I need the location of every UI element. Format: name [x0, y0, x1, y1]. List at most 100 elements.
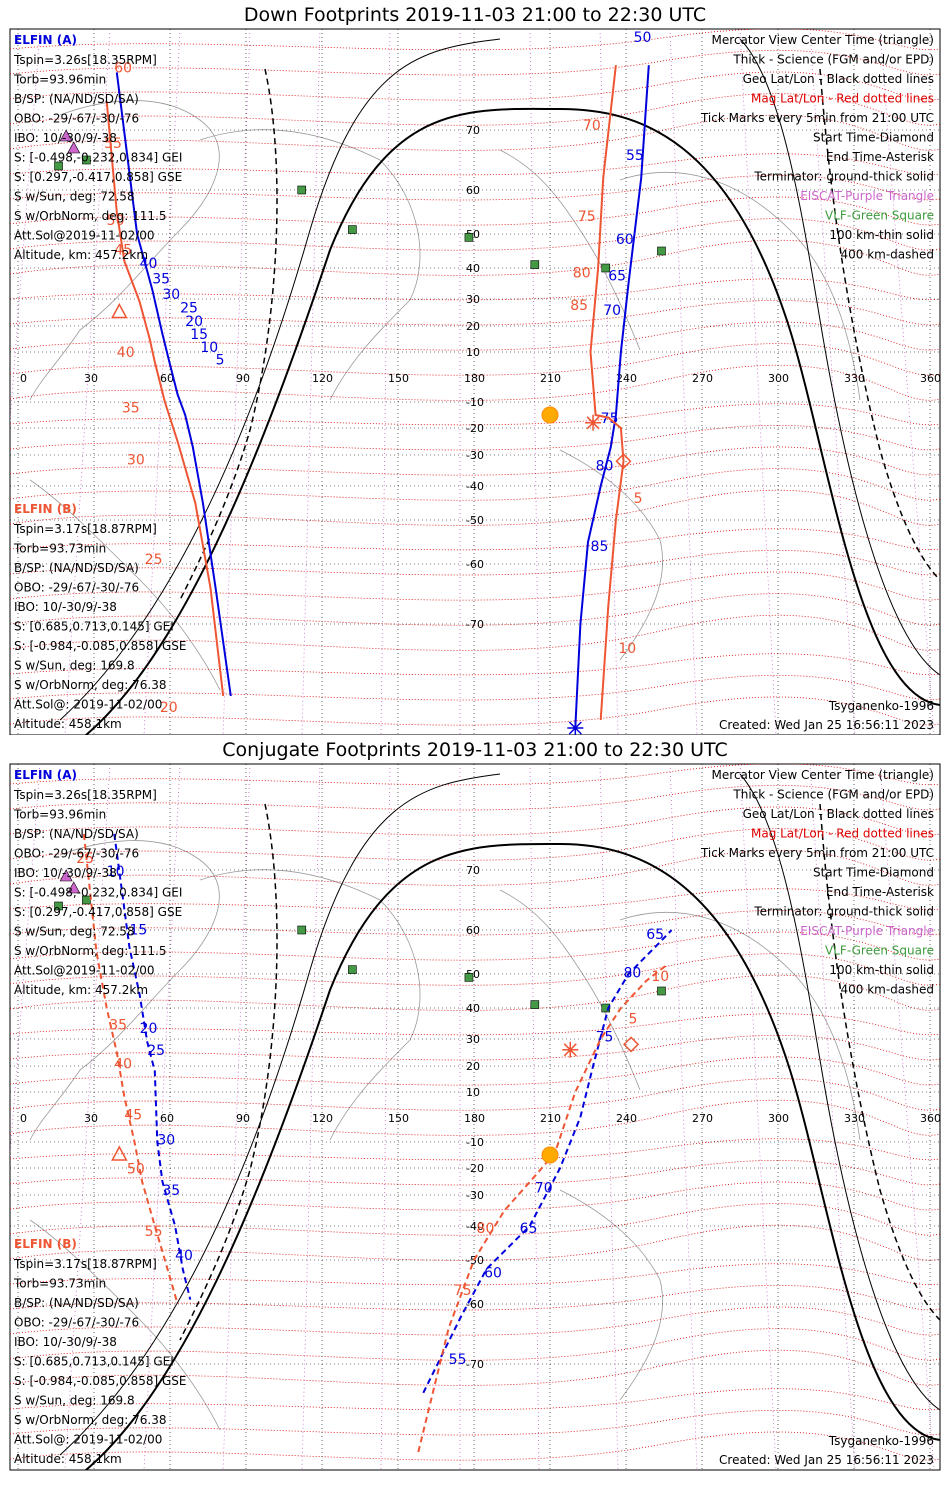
mag-lat-line — [10, 614, 940, 651]
mag-lat-line — [10, 785, 940, 811]
mag-lat-line — [10, 1410, 940, 1436]
terminator-400km — [819, 803, 940, 1321]
legend-line: VLF-Green Square — [825, 209, 934, 223]
mag-lat-line — [10, 175, 940, 201]
mag-lat-line — [10, 974, 940, 1011]
mag-lat-line — [10, 1285, 940, 1311]
track-tick-label: 15 — [129, 922, 147, 938]
legend-line: Geo Lat/Lon - Black dotted lines — [743, 72, 934, 86]
mag-lat-line — [10, 1160, 940, 1186]
terminator-400km — [819, 68, 940, 581]
elfin-b-info-line: S w/OrbNorm, deg: 76.38 — [14, 1413, 166, 1427]
mag-lat-line — [10, 1431, 940, 1461]
track-tick-label: 25 — [76, 851, 94, 867]
mag-lon-line — [669, 29, 698, 735]
legend-line: Tick Marks every 5min from 21:00 UTC — [700, 111, 934, 125]
elfin-a-track — [115, 72, 232, 697]
mag-lon-line — [301, 764, 321, 1470]
track-tick-label: 75 — [454, 1283, 472, 1299]
lon-tick-label: 240 — [616, 372, 637, 385]
track-tick-label: 25 — [145, 552, 163, 568]
lon-tick-label: 330 — [844, 372, 865, 385]
mag-lat-line — [10, 29, 940, 51]
track-tick-label: 30 — [157, 1133, 175, 1149]
legend-line: Terminator: ground-thick solid — [753, 905, 934, 919]
legend-line: EISCAT-Purple Triangle — [800, 924, 934, 938]
elfin-b-info-line: Tspin=3.17s[18.87RPM] — [13, 1257, 157, 1271]
legend-line: Terminator: ground-thick solid — [753, 170, 934, 184]
vlf-station-square — [601, 1003, 611, 1013]
lat-tick-label: 60 — [466, 924, 480, 937]
elfin-a-info-line: OBO: -29/-67/-30/-76 — [14, 847, 139, 861]
lat-tick-label: -20 — [466, 1162, 484, 1175]
track-tick-label: 70 — [603, 303, 621, 319]
map-frame — [9, 28, 941, 735]
legend-line: Tick Marks every 5min from 21:00 UTC — [700, 846, 934, 860]
mag-lat-line — [10, 239, 940, 276]
elfin-b-header: ELFIN (B) — [14, 1237, 77, 1251]
track-tick-label: 60 — [616, 232, 634, 248]
lon-tick-label: 240 — [616, 1112, 637, 1125]
mag-lat-line — [10, 300, 940, 326]
track-tick-label: 35 — [152, 272, 170, 288]
lon-tick-label: 0 — [20, 1112, 27, 1125]
lon-tick-label: 360 — [920, 1112, 941, 1125]
center-time-triangle — [111, 302, 128, 319]
conjugate-footprints-map: 0 30 60 90 120 150 180 210 240 270 300 330 360 70 60 50… — [9, 763, 941, 1471]
mag-lon-line — [380, 764, 391, 1470]
track-tick-label: 55 — [449, 1352, 467, 1368]
panel-2-title: Conjugate Footprints 2019-11-03 21:00 to… — [222, 739, 728, 761]
vlf-station-square — [54, 161, 63, 171]
lon-tick-label: 60 — [160, 372, 174, 385]
elfin-a-info-line: IBO: 10/-30/9/-38 — [14, 131, 117, 145]
mag-lon-line — [222, 764, 251, 1470]
lat-tick-label: -60 — [466, 558, 484, 571]
track-tick-label: 65 — [608, 268, 626, 284]
lat-tick-label: 60 — [466, 184, 480, 197]
coastline — [619, 911, 861, 1141]
lon-tick-label: 30 — [84, 1112, 98, 1125]
mag-lat-line — [10, 153, 940, 176]
mag-lat-line — [10, 653, 940, 676]
lon-tick-label: 270 — [692, 1112, 713, 1125]
mag-lat-line — [10, 1306, 940, 1336]
track-tick-label: 80 — [573, 265, 591, 281]
legend-line: VLF-Green Square — [825, 944, 934, 958]
eiscat-triangle — [67, 141, 81, 154]
elfin-b-info-line: Torb=93.73min — [13, 1277, 106, 1291]
mag-lat-line — [10, 571, 940, 601]
coastline — [29, 1219, 221, 1431]
mag-lon-line — [222, 29, 251, 735]
footer-model: Tsyganenko-1996 — [828, 1434, 934, 1448]
track-tick-label: 85 — [591, 539, 609, 555]
coastline — [199, 129, 421, 401]
terminator-100km — [739, 38, 940, 676]
mag-lon-line — [599, 764, 619, 1470]
mag-lat-line — [10, 218, 940, 251]
mag-lat-line — [10, 1056, 940, 1086]
mag-lat-line — [10, 446, 940, 476]
lon-tick-label: 210 — [540, 372, 561, 385]
lat-tick-label: -40 — [466, 480, 484, 493]
lat-tick-label: -70 — [466, 618, 484, 631]
lat-tick-label: 70 — [466, 864, 480, 877]
mag-lat-line — [10, 321, 940, 351]
lon-tick-label: 30 — [84, 372, 98, 385]
lon-tick-label: 270 — [692, 372, 713, 385]
vlf-station-square — [348, 965, 357, 974]
track-tick-label: 70 — [583, 118, 601, 134]
track-tick-label: 45 — [124, 1108, 142, 1124]
legend-line: End Time-Asterisk — [826, 885, 934, 899]
track-tick-label: 50 — [634, 30, 652, 46]
mag-lat-line — [10, 403, 940, 426]
lat-tick-label: -60 — [466, 1298, 484, 1311]
mag-lat-line — [10, 1078, 940, 1111]
track-tick-label: 65 — [520, 1221, 538, 1237]
lat-tick-label: -70 — [466, 1358, 484, 1371]
lon-tick-label: 150 — [388, 372, 409, 385]
track-tick-label: 65 — [646, 927, 664, 943]
footer-created: Created: Wed Jan 25 16:56:11 2023 — [719, 718, 934, 732]
end-time-asterisk — [562, 1041, 579, 1058]
elfin-a-info-line: S w/Sun, deg: 72.58 — [14, 190, 135, 204]
lat-tick-label: 70 — [466, 124, 480, 137]
